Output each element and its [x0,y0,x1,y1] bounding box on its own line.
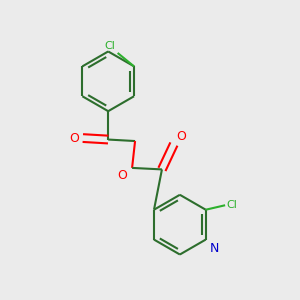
Text: N: N [209,242,219,255]
Text: Cl: Cl [226,200,238,210]
Text: O: O [69,132,79,145]
Text: O: O [176,130,186,142]
Text: O: O [118,169,128,182]
Text: Cl: Cl [104,41,115,52]
